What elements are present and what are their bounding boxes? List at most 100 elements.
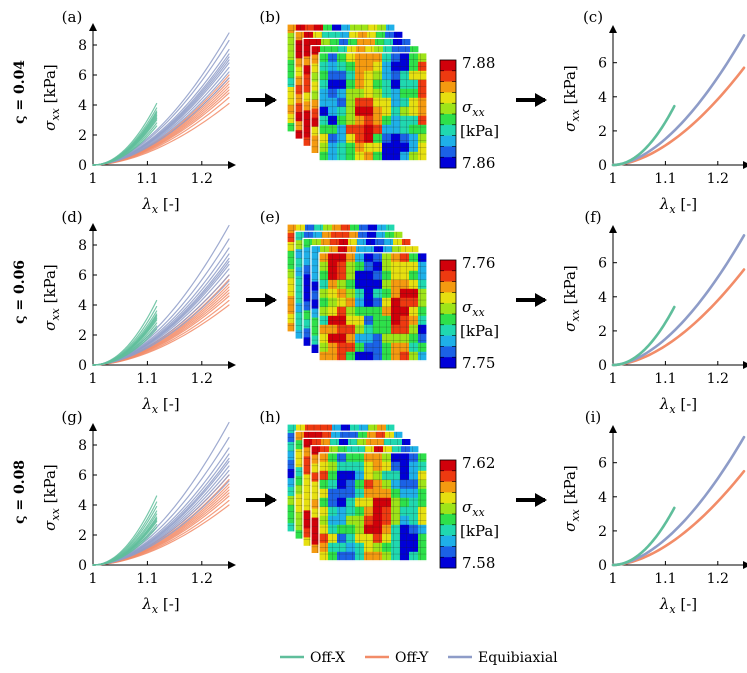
mesh-cell bbox=[346, 551, 356, 562]
mesh-cell bbox=[418, 97, 428, 108]
mesh-cell bbox=[287, 451, 297, 461]
mesh-cell bbox=[287, 523, 297, 533]
mesh-cell bbox=[359, 24, 369, 34]
mesh-cell bbox=[400, 533, 410, 544]
mesh-cell bbox=[368, 24, 378, 34]
mesh-cell bbox=[375, 38, 385, 48]
series-line-offx bbox=[92, 495, 158, 566]
y-tick-label: 4 bbox=[78, 498, 87, 514]
mesh-cell bbox=[357, 38, 367, 48]
mesh-cell bbox=[400, 351, 410, 362]
mesh-cell bbox=[319, 524, 329, 535]
mesh-cell bbox=[311, 290, 321, 300]
mesh-cell bbox=[311, 499, 321, 509]
mesh-cell bbox=[337, 279, 347, 290]
mesh-cell bbox=[367, 431, 377, 441]
mesh-cell bbox=[391, 479, 401, 490]
y-axis-label: σxx [kPa] bbox=[561, 465, 582, 532]
mesh-cell bbox=[346, 452, 356, 463]
mesh-cell bbox=[375, 238, 385, 248]
mesh-cell bbox=[391, 333, 401, 344]
colorbar-quantity-label: σxx bbox=[462, 498, 485, 519]
y-axis-label: σxx [kPa] bbox=[41, 64, 62, 131]
mesh-cell bbox=[418, 551, 428, 562]
mesh-cell bbox=[400, 524, 410, 535]
y-tick-label: 6 bbox=[598, 456, 607, 472]
mesh-cell bbox=[384, 438, 394, 448]
mesh-cell bbox=[287, 105, 297, 115]
mesh-cell bbox=[319, 506, 329, 517]
mesh-cell bbox=[337, 533, 347, 544]
mesh-cell bbox=[295, 130, 305, 140]
colorbar-segment bbox=[440, 314, 456, 326]
colorbar-unit-label: [kPa] bbox=[460, 122, 499, 140]
mesh-cell bbox=[311, 317, 321, 327]
averaged-curves-plot: 1 1.1 1.2 0 2 4 6 λx [-] σxx [kPa] bbox=[561, 225, 747, 416]
colorbar-segment bbox=[440, 470, 456, 482]
mesh-cell bbox=[400, 452, 410, 463]
figure-row-2: ς = 0.06 (d) (e) (f) 1 1.1 1.2 0 2 4 6 8 λx [-] σxx [… bbox=[12, 208, 747, 416]
y-tick-label: 6 bbox=[78, 68, 87, 84]
mesh-cell bbox=[391, 279, 401, 290]
mesh-cell bbox=[400, 470, 410, 481]
mesh-cell bbox=[364, 124, 374, 135]
mesh-cell bbox=[322, 231, 332, 241]
mesh-cell bbox=[287, 505, 297, 515]
mesh-cell bbox=[364, 270, 374, 281]
mesh-cell bbox=[311, 90, 321, 100]
figure-row-3: ς = 0.08 (g) (h) (i) 1 1.1 1.2 0 2 4 6 8 λx [-] σxx [… bbox=[12, 408, 747, 616]
series-line-offy bbox=[611, 268, 746, 367]
mesh-cell bbox=[373, 470, 383, 481]
mesh-cell bbox=[364, 470, 374, 481]
y-tick-label: 4 bbox=[598, 290, 607, 306]
panel-label: (h) bbox=[259, 408, 280, 426]
mesh-cell bbox=[303, 292, 313, 302]
mesh-cell bbox=[303, 519, 313, 529]
series-line-offx bbox=[611, 104, 676, 167]
mesh-cell bbox=[418, 52, 428, 63]
mesh-cell bbox=[295, 31, 305, 41]
mesh-cell bbox=[383, 45, 393, 55]
mesh-cell bbox=[348, 238, 358, 248]
mesh-cell bbox=[418, 497, 428, 508]
mesh-cell bbox=[391, 124, 401, 135]
y-tick-label: 6 bbox=[598, 256, 607, 272]
colorbar-segment bbox=[440, 124, 456, 136]
colorbar-segment bbox=[440, 503, 456, 515]
y-tick-label: 0 bbox=[598, 558, 607, 574]
mesh-cell bbox=[322, 431, 332, 441]
colorbar-segment bbox=[440, 535, 456, 547]
mesh-cell bbox=[319, 133, 329, 144]
colorbar-segment bbox=[440, 92, 456, 104]
mesh-cell bbox=[295, 449, 305, 459]
colorbar-segment bbox=[440, 524, 456, 536]
mesh-cell bbox=[346, 70, 356, 81]
panel-label: (e) bbox=[260, 208, 281, 226]
mesh-cell bbox=[391, 324, 401, 335]
x-axis-label: λx [-] bbox=[659, 195, 697, 216]
mesh-cell bbox=[319, 270, 329, 281]
mesh-cell bbox=[364, 279, 374, 290]
mesh-cell bbox=[410, 45, 420, 55]
mesh-cell bbox=[346, 524, 356, 535]
mesh-cell bbox=[346, 470, 356, 481]
mesh-cell bbox=[391, 106, 401, 117]
mesh-cell bbox=[400, 306, 410, 317]
mesh-cell bbox=[311, 544, 321, 554]
mesh-cell bbox=[311, 45, 321, 55]
mesh-cell bbox=[364, 506, 374, 517]
mesh-cell bbox=[400, 506, 410, 517]
mesh-cell bbox=[364, 106, 374, 117]
y-tick-label: 2 bbox=[78, 528, 87, 544]
mesh-cell bbox=[364, 351, 374, 362]
mesh-cell bbox=[400, 106, 410, 117]
colorbar-max-label: 7.88 bbox=[462, 54, 495, 72]
mesh-cell bbox=[373, 279, 383, 290]
mesh-cell bbox=[364, 97, 374, 108]
mesh-cell bbox=[373, 479, 383, 490]
mesh-cell bbox=[329, 45, 339, 55]
mesh-cell bbox=[295, 512, 305, 522]
mesh-cell bbox=[364, 252, 374, 263]
mesh-cell bbox=[311, 245, 321, 255]
mesh-cell bbox=[319, 70, 329, 81]
